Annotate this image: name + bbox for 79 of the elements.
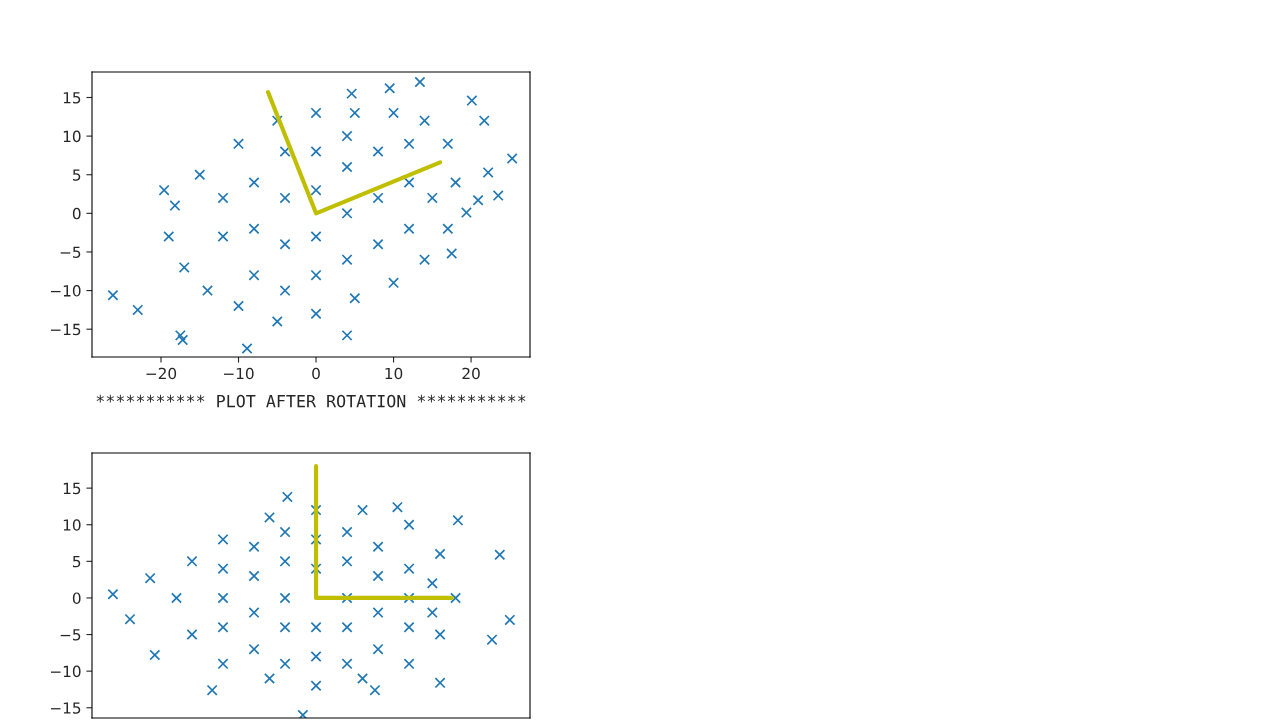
point	[217, 533, 229, 545]
point	[310, 680, 322, 692]
point	[310, 621, 322, 633]
point	[310, 563, 322, 575]
y-tick-label: −10	[50, 285, 81, 297]
y-tick-label: −15	[50, 323, 81, 336]
point	[186, 629, 198, 641]
point	[297, 709, 309, 718]
point	[107, 588, 119, 600]
point	[504, 614, 516, 626]
y-tick-label: 0	[72, 207, 81, 220]
point	[217, 563, 229, 575]
point	[279, 621, 291, 633]
x-tick-label: −10	[224, 367, 254, 380]
point	[403, 621, 415, 633]
point	[452, 514, 464, 526]
point	[186, 555, 198, 567]
point	[372, 570, 384, 582]
y-tick-label: 15	[63, 482, 81, 495]
y-tick-label: 5	[73, 556, 81, 568]
point	[248, 607, 260, 619]
point	[248, 643, 260, 655]
point	[434, 548, 446, 560]
point	[206, 684, 218, 696]
point	[281, 491, 293, 503]
point	[357, 504, 369, 516]
y-tick-label: 15	[63, 92, 81, 104]
point	[450, 592, 462, 604]
x-tick-label: 10	[385, 367, 403, 380]
y-tick-label: −5	[60, 629, 81, 641]
point	[372, 643, 384, 655]
y-tick-label: −5	[60, 246, 81, 258]
point	[341, 621, 353, 633]
point	[434, 677, 446, 689]
point	[369, 684, 381, 696]
x-tick-label: 20	[462, 367, 480, 380]
point	[144, 572, 156, 584]
y-tick-label: 10	[63, 130, 81, 143]
y-tick-label: 0	[72, 592, 81, 604]
x-tick-label: −20	[146, 367, 177, 380]
chart-title: *********** PLOT AFTER ROTATION ***********	[96, 394, 526, 408]
point	[124, 613, 136, 625]
point	[372, 541, 384, 553]
point	[341, 526, 353, 538]
point	[217, 592, 229, 604]
point	[248, 570, 260, 582]
point	[341, 658, 353, 670]
point	[149, 649, 161, 661]
point	[217, 658, 229, 670]
point	[279, 526, 291, 538]
point	[486, 634, 498, 646]
point	[217, 621, 229, 633]
point	[434, 629, 446, 641]
point	[310, 533, 322, 545]
point	[248, 541, 260, 553]
y-tick-label: 10	[63, 519, 81, 531]
point	[279, 658, 291, 670]
point	[341, 555, 353, 567]
point	[494, 549, 506, 561]
point	[403, 592, 415, 604]
point	[403, 563, 415, 575]
point	[279, 555, 291, 567]
y-tick-label: −15	[50, 702, 81, 714]
y-tick-label: −10	[50, 665, 81, 678]
point	[403, 519, 415, 531]
y-tick-label: 5	[73, 169, 81, 181]
point	[310, 651, 322, 663]
point	[171, 592, 182, 604]
point	[372, 607, 384, 619]
point	[426, 577, 438, 589]
point	[426, 607, 438, 619]
point	[357, 672, 369, 684]
point	[403, 658, 415, 670]
point	[264, 672, 276, 684]
point	[391, 501, 403, 513]
x-tick-label: 0	[312, 367, 320, 380]
point	[279, 592, 291, 604]
point	[264, 511, 276, 523]
point	[310, 504, 322, 516]
